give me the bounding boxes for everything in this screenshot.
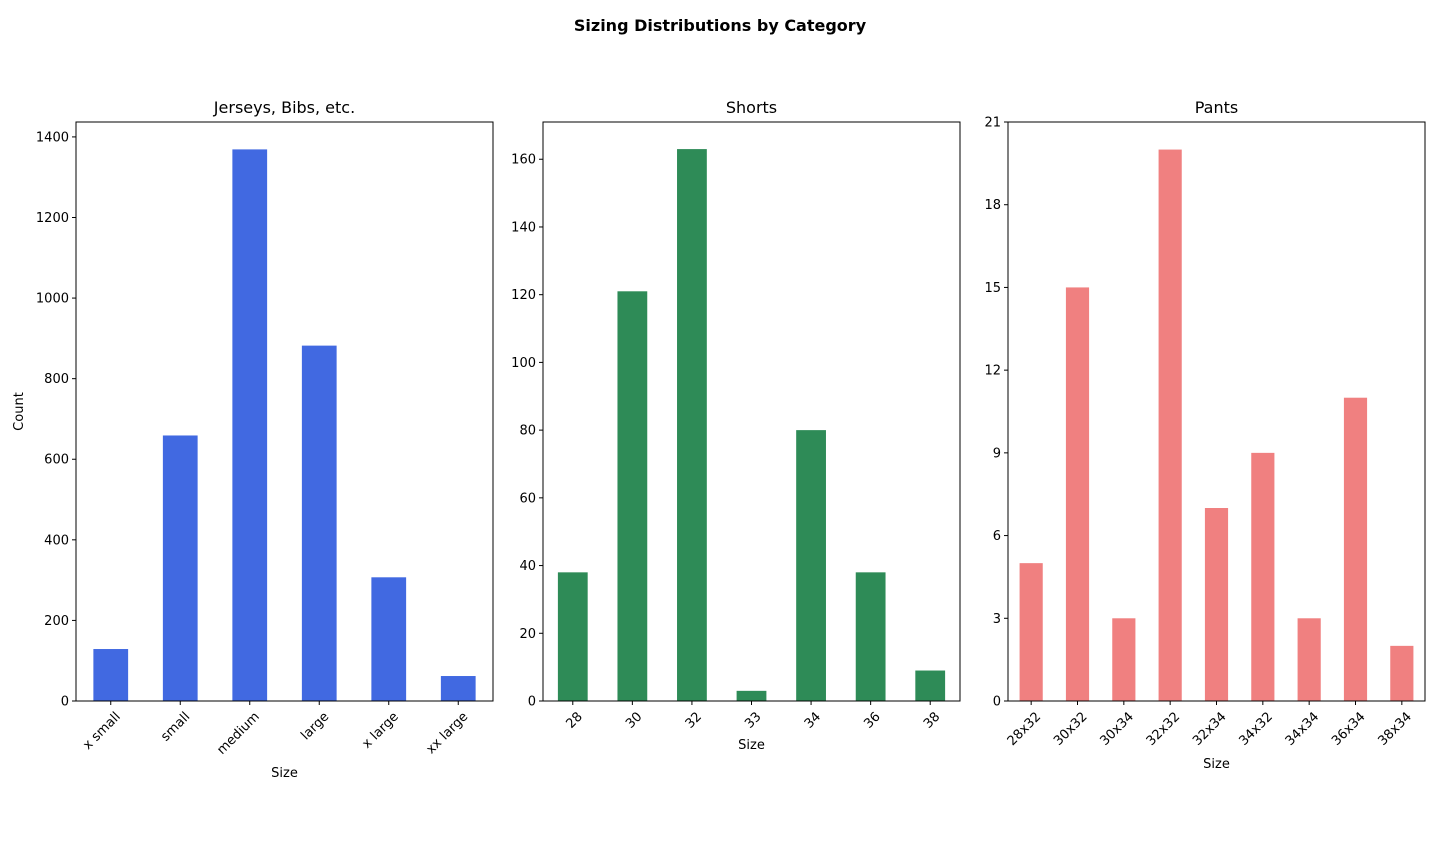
panel-title: Jerseys, Bibs, etc.: [213, 98, 355, 117]
x-tick-label: 34x32: [1236, 709, 1275, 748]
y-tick-label: 0: [993, 695, 1001, 710]
x-tick-label: 32x34: [1190, 709, 1229, 748]
y-tick-label: 12: [984, 364, 1001, 379]
chart-panel-shorts: Shorts 0 20 40 60 80 100 120 140 160 28 30 32 33 34 36 3…: [511, 98, 961, 753]
y-tick-label: 120: [511, 288, 536, 303]
plot-frame: [75, 121, 494, 702]
bar-large: [301, 345, 337, 701]
bar-38x34: [1390, 645, 1414, 701]
x-tick-label: medium: [214, 709, 262, 757]
x-axis-label: Size: [1203, 757, 1230, 772]
plot-frame: [1007, 121, 1426, 702]
figure-title: Sizing Distributions by Category: [574, 16, 867, 35]
bar-x-small: [93, 649, 129, 701]
y-tick-label: 140: [511, 220, 536, 235]
y-tick-label: 1000: [36, 292, 69, 307]
x-tick-label: 36x34: [1329, 709, 1368, 748]
panel-title: Pants: [1195, 98, 1238, 117]
y-tick-label: 1200: [36, 211, 69, 226]
bar-36x34: [1343, 397, 1368, 701]
y-tick-label: 0: [528, 695, 536, 710]
y-tick-label: 9: [993, 446, 1001, 461]
bar-30x32: [1065, 287, 1090, 701]
bar-32x34: [1204, 508, 1229, 701]
bar-36: [855, 572, 886, 701]
x-tick-label: 38x34: [1375, 709, 1414, 748]
y-tick-label: 400: [44, 533, 69, 548]
bar-30: [617, 291, 648, 701]
x-tick-label: x large: [360, 709, 402, 751]
x-tick-label: 32x32: [1144, 709, 1183, 748]
y-tick-label: 1400: [36, 130, 69, 145]
x-tick-label: 36: [861, 709, 883, 731]
x-tick-label: 32: [683, 709, 705, 731]
bar-34x32: [1251, 452, 1275, 701]
bar-38: [915, 670, 946, 701]
bar-small: [162, 435, 198, 701]
x-tick-label: small: [158, 709, 193, 744]
y-tick-label: 40: [519, 559, 536, 574]
y-tick-label: 200: [44, 614, 69, 629]
y-tick-label: 800: [44, 372, 69, 387]
bar-medium: [232, 149, 268, 701]
y-tick-label: 20: [519, 627, 536, 642]
bar-34x34: [1297, 618, 1321, 701]
bar-28: [557, 572, 588, 701]
y-tick-label: 0: [61, 695, 69, 710]
x-tick-label: 28: [564, 709, 586, 731]
y-tick-label: 3: [993, 612, 1001, 627]
bar-32x32: [1158, 149, 1182, 702]
bar-xx-large: [440, 676, 476, 701]
y-tick-label: 100: [511, 356, 536, 371]
bar-32: [677, 149, 707, 702]
y-tick-label: 160: [511, 153, 536, 168]
chart-panel-jerseys-bibs-etc: Jerseys, Bibs, etc. 0 200 400 600 800 1000 1200…: [12, 98, 494, 781]
y-tick-label: 18: [984, 198, 1001, 213]
y-tick-label: 21: [984, 116, 1001, 131]
plot-frame: [542, 121, 961, 702]
x-tick-label: 34x34: [1283, 709, 1322, 748]
y-tick-label: 6: [993, 529, 1001, 544]
chart-panel-pants: Pants 0 3 6 9 12 15 18 21 28x32 30x32 30x34 32x32 32x…: [984, 98, 1426, 772]
x-tick-label: 38: [921, 709, 943, 731]
y-tick-label: 15: [984, 281, 1001, 296]
y-tick-label: 600: [44, 453, 69, 468]
x-tick-label: 34: [802, 709, 824, 731]
bar-33: [736, 690, 767, 701]
x-tick-label: 28x32: [1005, 709, 1044, 748]
bar-28x32: [1019, 563, 1043, 701]
y-axis-label: Count: [12, 392, 27, 431]
y-tick-label: 60: [519, 491, 536, 506]
bar-34: [796, 430, 826, 701]
x-tick-label: 30x32: [1051, 709, 1090, 748]
x-tick-label: 30x34: [1097, 709, 1136, 748]
x-axis-label: Size: [271, 766, 298, 781]
bar-x-large: [371, 577, 407, 701]
x-tick-label: 33: [742, 709, 764, 731]
y-tick-label: 80: [519, 424, 536, 439]
x-tick-label: xx large: [424, 709, 472, 757]
x-tick-label: 30: [623, 709, 645, 731]
bar-30x34: [1112, 618, 1136, 701]
x-tick-label: large: [298, 709, 332, 743]
panel-title: Shorts: [726, 98, 777, 117]
x-tick-label: x small: [80, 709, 123, 752]
chart-panels: Jerseys, Bibs, etc.020040060080010001200…: [12, 98, 1426, 781]
x-axis-label: Size: [738, 738, 765, 753]
